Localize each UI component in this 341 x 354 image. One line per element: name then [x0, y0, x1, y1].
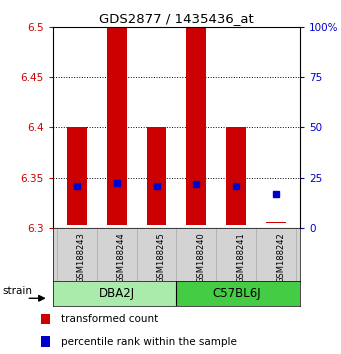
- Bar: [41, 336, 50, 347]
- Title: GDS2877 / 1435436_at: GDS2877 / 1435436_at: [99, 12, 254, 25]
- Bar: [147, 127, 166, 225]
- Bar: [53, 281, 177, 306]
- Text: GSM188243: GSM188243: [77, 233, 86, 284]
- Bar: [187, 27, 206, 225]
- Bar: [226, 127, 246, 225]
- Text: C57BL6J: C57BL6J: [212, 287, 261, 300]
- Text: GSM188244: GSM188244: [117, 233, 125, 283]
- Text: DBA2J: DBA2J: [99, 287, 135, 300]
- Bar: [177, 281, 300, 306]
- Text: GSM188241: GSM188241: [236, 233, 245, 283]
- Text: GSM188245: GSM188245: [157, 233, 165, 283]
- Text: percentile rank within the sample: percentile rank within the sample: [61, 337, 237, 347]
- Bar: [266, 222, 286, 223]
- Text: transformed count: transformed count: [61, 314, 158, 324]
- Bar: [107, 27, 127, 225]
- Text: strain: strain: [3, 286, 33, 296]
- Bar: [41, 314, 50, 324]
- Text: GSM188240: GSM188240: [196, 233, 205, 283]
- Bar: [67, 127, 87, 225]
- Text: GSM188242: GSM188242: [276, 233, 285, 283]
